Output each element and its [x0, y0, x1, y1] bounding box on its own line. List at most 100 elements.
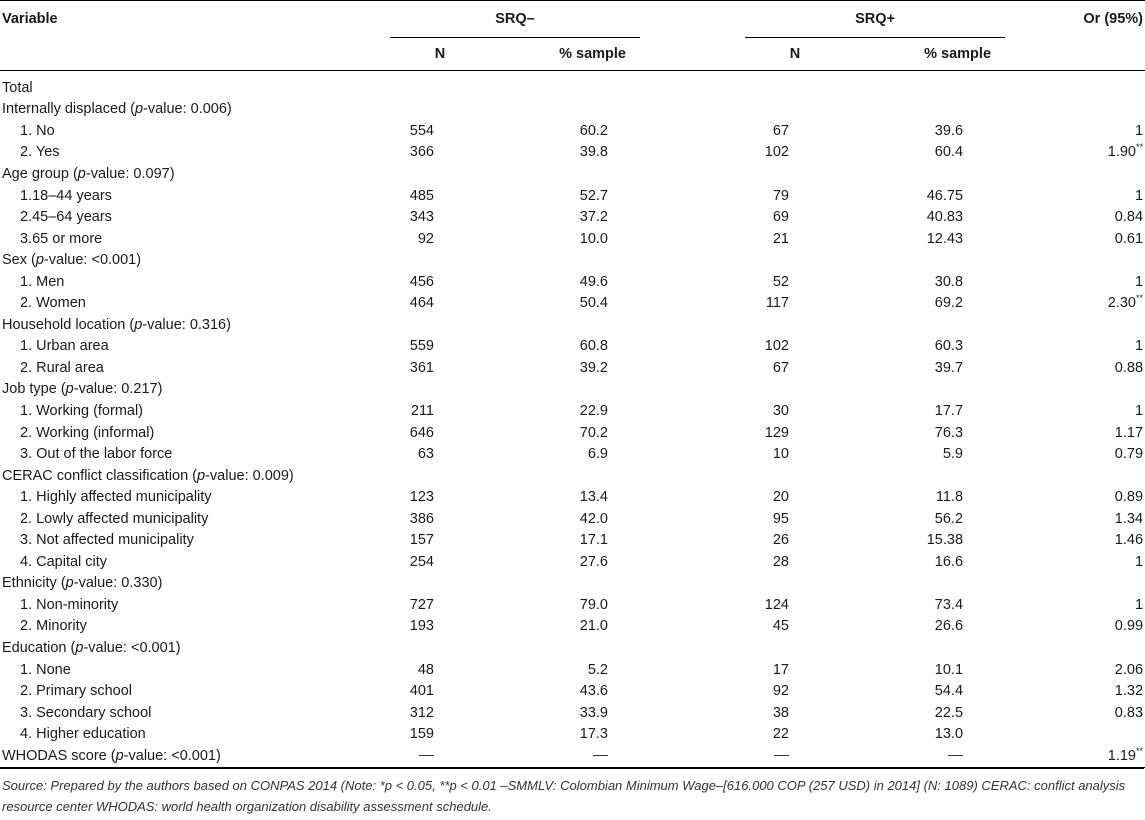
cell-n-srq-negative: 401: [409, 683, 434, 700]
header-srq-positive: SRQ+: [745, 0, 1006, 38]
cell-odds-ratio: [1005, 637, 1145, 659]
cell-pct-srq-positive: [845, 573, 1005, 595]
cell-n-srq-negative: 361: [409, 359, 434, 376]
cell-n-srq-positive: [745, 379, 845, 401]
cell-pct-srq-negative: 27.6: [579, 553, 608, 570]
table-row: 2. Working (informal) 646 70.2 129 76.3 1.17: [0, 422, 1145, 444]
cell-n-srq-negative: 485: [409, 187, 434, 204]
cell-pct-srq-negative: 60.2: [579, 122, 608, 139]
row-label: Ethnicity (p-value: 0.330): [2, 575, 163, 592]
cell-n-srq-negative: 727: [409, 596, 434, 613]
cell-n-srq-positive: [745, 637, 845, 659]
cell-pct-srq-positive: [845, 314, 1005, 336]
cell-pct-srq-positive: 17.7: [934, 402, 964, 419]
cell-n-srq-positive: [745, 163, 845, 185]
cell-odds-ratio: 1: [1134, 596, 1144, 613]
cell-n-srq-positive: 117: [765, 295, 789, 312]
cell-n-srq-negative: [390, 77, 490, 99]
table-section-row: Job type (p-value: 0.217): [0, 379, 1145, 401]
cell-n-srq-positive: 26: [772, 532, 789, 549]
cell-pct-srq-positive: 5.9: [942, 446, 964, 463]
cell-n-srq-positive: 52: [772, 273, 789, 290]
cell-pct-srq-negative: 43.6: [579, 683, 608, 700]
cell-pct-srq-negative: 6.9: [587, 446, 608, 463]
cell-odds-ratio: 1.34: [1114, 510, 1144, 527]
cell-n-srq-positive: 67: [772, 359, 789, 376]
row-label: 2. Women: [20, 295, 86, 312]
cell-pct-srq-negative: 49.6: [579, 273, 608, 290]
table-row: 1. Men 456 49.6 52 30.8 1: [0, 271, 1145, 293]
cell-pct-srq-positive: 73.4: [934, 596, 964, 613]
cell-n-srq-negative: 343: [409, 209, 434, 226]
table-row: 1. Highly affected municipality 123 13.4 20…: [0, 486, 1145, 508]
cell-pct-srq-positive: [845, 77, 1005, 99]
header-n-srq-negative: N: [434, 46, 446, 62]
dash-mark: [593, 755, 608, 757]
cell-n-srq-positive: 129: [764, 424, 789, 441]
row-label: Household location (p-value: 0.316): [2, 316, 231, 333]
cell-n-srq-positive: 28: [772, 553, 789, 570]
cell-pct-srq-negative: [490, 465, 640, 487]
cell-odds-ratio: 0.89: [1114, 489, 1144, 506]
cell-pct-srq-negative: [490, 379, 640, 401]
table-row: 4. Higher education 159 17.3 22 13.0: [0, 723, 1145, 745]
cell-pct-srq-positive: 10.1: [934, 661, 964, 678]
cell-pct-srq-positive: 54.4: [934, 683, 964, 700]
cell-n-srq-positive: 20: [772, 489, 789, 506]
row-label: 3. Secondary school: [20, 704, 152, 721]
cell-n-srq-positive: [745, 249, 845, 271]
table-row: 2.45–64 years 343 37.2 69 40.83 0.84: [0, 206, 1145, 228]
table-section-row: Age group (p-value: 0.097): [0, 163, 1145, 185]
cell-odds-ratio: 1: [1134, 338, 1144, 355]
cell-pct-srq-positive: 39.6: [934, 122, 964, 139]
cell-odds-ratio: [1005, 573, 1145, 595]
dash-mark: [774, 755, 789, 757]
cell-n-srq-positive: 92: [772, 683, 789, 700]
cell-odds-ratio: 1.46: [1114, 532, 1144, 549]
cell-n-srq-positive: [745, 314, 845, 336]
table-row: 1. No 554 60.2 67 39.6 1: [0, 120, 1145, 142]
cell-pct-srq-negative: [490, 77, 640, 99]
cell-pct-srq-positive: [845, 465, 1005, 487]
cell-pct-srq-negative: 13.4: [579, 489, 608, 506]
cell-odds-ratio: 2.30**: [1107, 293, 1144, 312]
row-label: Sex (p-value: <0.001): [2, 252, 142, 269]
table-body: Total Internally displaced (p-value: 0.00…: [0, 71, 1145, 767]
cell-pct-srq-negative: 52.7: [579, 187, 608, 204]
cell-pct-srq-positive: [845, 163, 1005, 185]
cell-n-srq-negative: [390, 163, 490, 185]
cell-n-srq-negative: 386: [409, 510, 434, 527]
cell-pct-srq-negative: [490, 637, 640, 659]
cell-n-srq-negative: [390, 745, 490, 767]
cell-n-srq-positive: 102: [764, 144, 789, 161]
table-row: 1. Urban area 559 60.8 102 60.3 1: [0, 336, 1145, 358]
cell-odds-ratio: 1: [1134, 122, 1144, 139]
cell-odds-ratio: 0.79: [1114, 446, 1144, 463]
cell-odds-ratio: 1: [1134, 402, 1144, 419]
cell-n-srq-negative: [390, 637, 490, 659]
cell-pct-srq-positive: 76.3: [934, 424, 964, 441]
header-variable: Variable: [2, 11, 58, 27]
cell-n-srq-positive: 38: [772, 704, 789, 721]
row-label: 2. Rural area: [20, 359, 104, 376]
cell-pct-srq-negative: 21.0: [579, 618, 608, 635]
cell-pct-srq-negative: [490, 745, 640, 767]
cell-odds-ratio: 0.88: [1114, 359, 1144, 376]
cell-pct-srq-positive: 13.0: [934, 726, 964, 743]
cell-odds-ratio: [1005, 314, 1145, 336]
cell-odds-ratio: 1: [1134, 553, 1144, 570]
cell-pct-srq-negative: [490, 573, 640, 595]
cell-pct-srq-positive: 22.5: [934, 704, 964, 721]
table-footnote: Source: Prepared by the authors based on…: [0, 767, 1144, 817]
cell-odds-ratio: 0.99: [1114, 618, 1144, 635]
table-row: 2. Primary school 401 43.6 92 54.4 1.32: [0, 680, 1145, 702]
table-row: 1. None 48 5.2 17 10.1 2.06: [0, 659, 1145, 681]
cell-n-srq-negative: 646: [409, 424, 434, 441]
table-row: 1. Working (formal) 211 22.9 30 17.7 1: [0, 400, 1145, 422]
cell-pct-srq-negative: [490, 314, 640, 336]
cell-n-srq-negative: 312: [409, 704, 434, 721]
table-section-row: Household location (p-value: 0.316): [0, 314, 1145, 336]
header-srq-negative: SRQ–: [390, 0, 640, 38]
cell-pct-srq-positive: 16.6: [934, 553, 964, 570]
cell-n-srq-positive: [745, 573, 845, 595]
